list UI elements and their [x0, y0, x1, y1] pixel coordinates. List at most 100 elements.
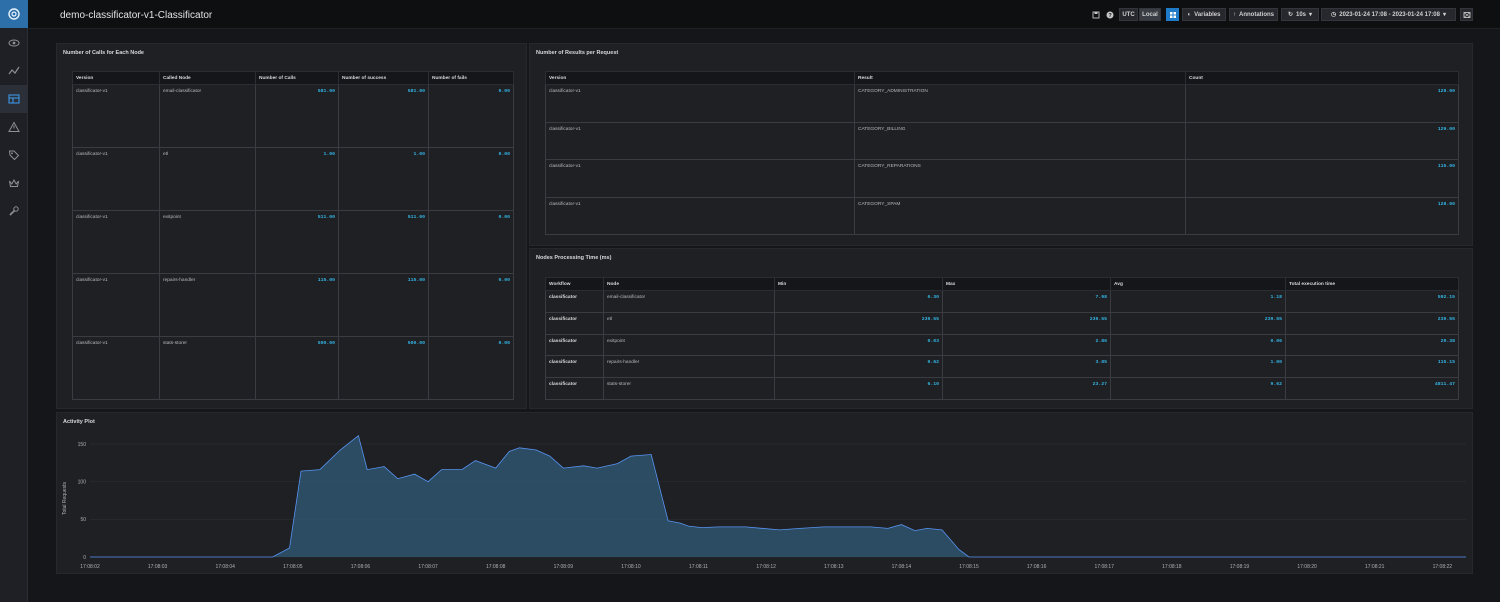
help-icon[interactable]: ?	[1105, 8, 1115, 21]
table-row: classificator exitpoint 0.03 2.86 0.06 29.38	[545, 333, 1459, 357]
column-header[interactable]: Avg	[1110, 277, 1286, 291]
panel-title[interactable]: Number of Calls for Each Node	[63, 50, 144, 56]
column-header[interactable]: Count	[1185, 71, 1459, 85]
x-tick-label: 17:08:14	[892, 564, 912, 570]
table-cell: classificator-v1	[72, 84, 160, 148]
column-header[interactable]: Result	[854, 71, 1186, 85]
table-cell: 0.00	[428, 147, 514, 211]
table-cell: 1.18	[1110, 290, 1286, 313]
dashboard-navbar: demo-classificator-v1-Classificator ? UT…	[28, 0, 1500, 29]
table-cell: 500.00	[255, 336, 339, 400]
panel-title[interactable]: Nodes Processing Time (ms)	[536, 255, 612, 261]
table-cell: classificator-v1	[72, 336, 160, 400]
save-dashboard-icon[interactable]	[1091, 8, 1101, 21]
table-cell: 2.86	[942, 333, 1111, 357]
x-tick-label: 17:08:16	[1027, 564, 1047, 570]
table-cell: 129.00	[1185, 121, 1459, 160]
local-toggle[interactable]: Local	[1139, 8, 1161, 21]
table-header-row: Version Result Count	[545, 71, 1459, 85]
table-cell: repairs-handler	[603, 355, 775, 379]
column-header[interactable]: Workflow	[545, 277, 604, 291]
alert-icon[interactable]	[0, 113, 28, 141]
variables-button[interactable]: ◐ Variables	[1182, 8, 1226, 21]
activity-chart[interactable]: 0 50 100 150 17:08:02 17:08:03 17:08:04 17:08:0…	[57, 413, 1474, 575]
crown-icon[interactable]	[0, 169, 28, 197]
column-header[interactable]: Max	[942, 277, 1111, 291]
column-header[interactable]: Version	[545, 71, 855, 85]
table-cell: CATEGORY_BILLING	[854, 121, 1186, 160]
dashboard-title[interactable]: demo-classificator-v1-Classificator	[60, 10, 213, 21]
table-cell: classificator-v1	[72, 273, 160, 337]
table-cell: 115.00	[338, 273, 429, 337]
column-header[interactable]: Number of fails	[428, 71, 514, 85]
series-area	[90, 435, 1466, 557]
utc-toggle[interactable]: UTC	[1119, 8, 1138, 21]
refresh-icon: ↻	[1287, 12, 1293, 18]
table-row: classificator etl 239.55 239.55 239.55 239.55	[545, 311, 1459, 335]
x-tick-label: 17:08:18	[1162, 564, 1182, 570]
column-header[interactable]: Total execution time	[1285, 277, 1459, 291]
x-tick-label: 17:08:09	[554, 564, 574, 570]
results-panel: Number of Results per Request Version Res…	[529, 43, 1473, 246]
calls-panel: Number of Calls for Each Node Version Cal…	[56, 43, 527, 409]
table-cell: CATEGORY_SPAM	[854, 196, 1186, 235]
side-menu	[0, 0, 28, 602]
series-line	[90, 435, 1466, 558]
dashboards-icon[interactable]	[0, 85, 28, 113]
table-cell: 115.00	[1185, 159, 1459, 198]
table-cell: classificator-v1	[545, 196, 855, 235]
table-cell: classificator	[545, 290, 604, 313]
svg-text:?: ?	[1108, 13, 1112, 19]
table-cell: stats-storer	[603, 377, 775, 400]
table-cell: 0.00	[428, 336, 514, 400]
grafana-logo-icon[interactable]	[0, 0, 28, 28]
table-row: classificator stats-storer 6.10 23.27 9.62 48…	[545, 377, 1459, 400]
table-row: classificator-v1 etl 1.00 1.00 0.00	[72, 147, 514, 211]
x-tick-label: 17:08:19	[1230, 564, 1250, 570]
column-header[interactable]: Number of Calls	[255, 71, 339, 85]
panel-title[interactable]: Number of Results per Request	[536, 50, 619, 56]
table-row: classificator repairs-handler 0.62 3.85 1.00…	[545, 355, 1459, 379]
annotation-pin-icon: ↑	[1233, 11, 1236, 18]
x-tick-label: 17:08:17	[1095, 564, 1115, 570]
table-row: classificator-v1 CATEGORY_SPAM 128.00	[545, 196, 1459, 235]
table-cell: 511.00	[255, 210, 339, 274]
table-cell: classificator-v1	[545, 84, 855, 123]
y-axis-label: Total Requests	[62, 481, 68, 515]
panel-title[interactable]: Activity Plot	[63, 419, 95, 425]
column-header[interactable]: Min	[774, 277, 943, 291]
wrench-icon[interactable]	[0, 197, 28, 225]
tag-icon[interactable]	[0, 141, 28, 169]
x-tick-label: 17:08:13	[824, 564, 844, 570]
kiosk-mode-icon[interactable]	[1460, 8, 1473, 21]
y-tick-label: 150	[78, 442, 87, 448]
table-cell: 511.00	[338, 210, 429, 274]
explore-icon[interactable]	[0, 57, 28, 85]
processing-time-panel: Nodes Processing Time (ms) Workflow Node M…	[529, 248, 1473, 409]
dashboard-view-icon[interactable]	[1166, 8, 1179, 21]
table-cell: 9.62	[1110, 377, 1286, 400]
table-cell: etl	[159, 147, 256, 211]
x-tick-label: 17:08:11	[689, 564, 708, 570]
table-cell: CATEGORY_ADMINISTRATION	[854, 84, 1186, 123]
table-row: classificator-v1 CATEGORY_REPARATIONS 115.…	[545, 159, 1459, 198]
column-header[interactable]: Called Node	[159, 71, 256, 85]
table-cell: 239.55	[942, 311, 1111, 335]
table-row: classificator email-classificator 0.30 7.98…	[545, 290, 1459, 313]
annotations-button[interactable]: ↑ Annotations	[1229, 8, 1278, 21]
time-range-picker[interactable]: ◷ 2023-01-24 17:08 - 2023-01-24 17:08 ▾	[1321, 8, 1456, 21]
refresh-picker[interactable]: ↻ 10s ▾	[1281, 8, 1319, 21]
column-header[interactable]: Node	[603, 277, 775, 291]
column-header[interactable]: Version	[72, 71, 160, 85]
table-cell: classificator-v1	[545, 159, 855, 198]
table-cell: classificator	[545, 311, 604, 335]
column-header[interactable]: Number of success	[338, 71, 429, 85]
table-row: classificator-v1 exitpoint 511.00 511.00 0.0…	[72, 210, 514, 274]
table-cell: 23.27	[942, 377, 1111, 400]
eye-icon[interactable]	[0, 29, 28, 57]
table-cell: 0.06	[1110, 333, 1286, 357]
table-cell: email-classificator	[603, 290, 775, 313]
table-cell: 128.00	[1185, 196, 1459, 235]
table-cell: 3.85	[942, 355, 1111, 379]
x-tick-label: 17:08:02	[80, 564, 100, 570]
